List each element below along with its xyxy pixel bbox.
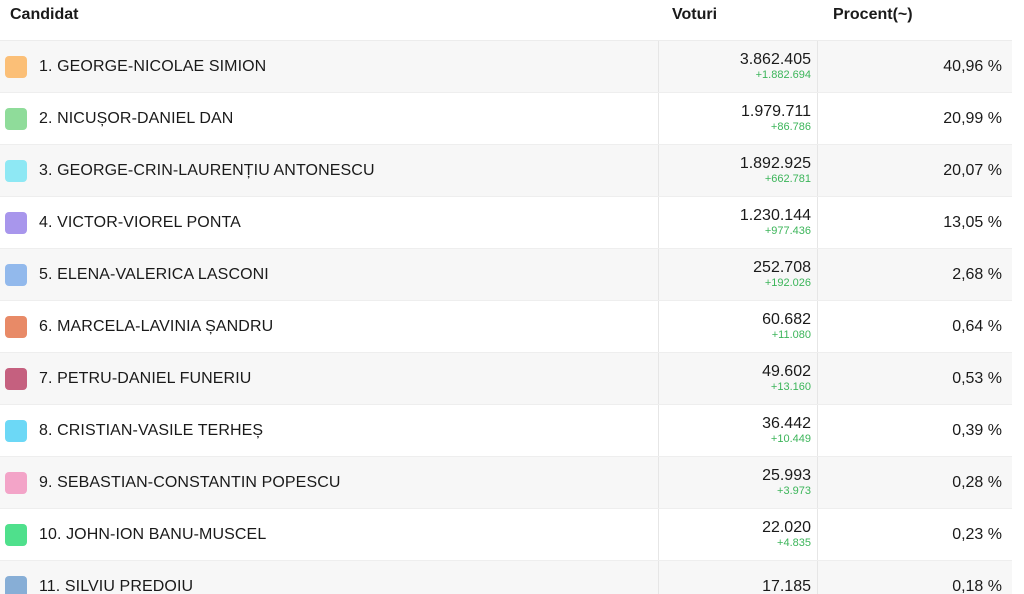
- percent-cell: 2,68 %: [952, 265, 1002, 283]
- percent-cell: 0,23 %: [952, 525, 1002, 543]
- votes-count: 25.993: [762, 467, 811, 484]
- percent-cell: 0,64 %: [952, 317, 1002, 335]
- candidate-cell: 5. ELENA-VALERICA LASCONI: [0, 249, 658, 300]
- votes-delta: +11.080: [771, 329, 811, 341]
- candidate-color-swatch: [5, 55, 27, 78]
- percent-cell: 0,18 %: [952, 577, 1002, 594]
- votes-cell: 22.020 +4.835: [658, 509, 818, 560]
- votes-count: 17.185: [762, 577, 811, 594]
- candidate-name: 8. CRISTIAN-VASILE TERHEȘ: [39, 421, 264, 439]
- candidate-cell: 2. NICUȘOR-DANIEL DAN: [0, 93, 658, 144]
- candidate-name: 3. GEORGE-CRIN-LAURENȚIU ANTONESCU: [39, 161, 375, 179]
- votes-delta: +977.436: [764, 225, 811, 237]
- candidate-color-swatch: [5, 159, 27, 182]
- candidate-name: 11. SILVIU PREDOIU: [39, 577, 194, 594]
- votes-delta: +4.835: [777, 537, 811, 549]
- candidate-color-swatch: [5, 367, 27, 390]
- table-row[interactable]: 9. SEBASTIAN-CONSTANTIN POPESCU 25.993 +3.…: [0, 457, 1012, 509]
- table-row[interactable]: 11. SILVIU PREDOIU 17.185 0,18 %: [0, 561, 1012, 594]
- candidate-cell: 9. SEBASTIAN-CONSTANTIN POPESCU: [0, 457, 658, 508]
- votes-cell: 252.708 +192.026: [658, 249, 818, 300]
- candidate-cell: 4. VICTOR-VIOREL PONTA: [0, 197, 658, 248]
- votes-delta: +192.026: [764, 277, 811, 289]
- candidate-color-swatch: [5, 419, 27, 442]
- candidate-cell: 10. JOHN-ION BANU-MUSCEL: [0, 509, 658, 560]
- votes-count: 49.602: [762, 363, 811, 380]
- header-votes[interactable]: Voturi: [672, 6, 718, 23]
- votes-count: 36.442: [762, 415, 811, 432]
- candidate-color-swatch: [5, 107, 27, 130]
- votes-cell: 36.442 +10.449: [658, 405, 818, 456]
- candidate-color-swatch: [5, 575, 27, 594]
- candidate-color-swatch: [5, 315, 27, 338]
- header-candidate[interactable]: Candidat: [10, 6, 79, 23]
- votes-cell: 1.979.711 +86.786: [658, 93, 818, 144]
- votes-cell: 49.602 +13.160: [658, 353, 818, 404]
- candidate-name: 4. VICTOR-VIOREL PONTA: [39, 213, 241, 231]
- candidate-cell: 3. GEORGE-CRIN-LAURENȚIU ANTONESCU: [0, 145, 658, 196]
- votes-delta: +13.160: [770, 381, 811, 393]
- percent-cell: 13,05 %: [943, 213, 1002, 231]
- votes-count: 22.020: [762, 519, 811, 536]
- votes-cell: 3.862.405 +1.882.694: [658, 41, 818, 92]
- votes-count: 1.230.144: [739, 207, 811, 224]
- candidate-cell: 11. SILVIU PREDOIU: [0, 561, 658, 594]
- candidate-name: 6. MARCELA-LAVINIA ȘANDRU: [39, 317, 274, 335]
- votes-count: 252.708: [753, 259, 811, 276]
- votes-delta: +86.786: [770, 121, 811, 133]
- votes-count: 60.682: [762, 311, 811, 328]
- table-header: Candidat Voturi Procent(~): [0, 0, 1012, 41]
- table-row[interactable]: 1. GEORGE-NICOLAE SIMION 3.862.405 +1.882.…: [0, 41, 1012, 93]
- percent-cell: 40,96 %: [943, 57, 1002, 75]
- votes-delta: +3.973: [777, 485, 811, 497]
- candidate-color-swatch: [5, 471, 27, 494]
- candidate-cell: 7. PETRU-DANIEL FUNERIU: [0, 353, 658, 404]
- candidate-name: 5. ELENA-VALERICA LASCONI: [39, 265, 269, 283]
- candidate-name: 7. PETRU-DANIEL FUNERIU: [39, 369, 252, 387]
- votes-cell: 25.993 +3.973: [658, 457, 818, 508]
- table-row[interactable]: 3. GEORGE-CRIN-LAURENȚIU ANTONESCU 1.892.…: [0, 145, 1012, 197]
- candidate-name: 10. JOHN-ION BANU-MUSCEL: [39, 525, 267, 543]
- table-body: 1. GEORGE-NICOLAE SIMION 3.862.405 +1.882.…: [0, 41, 1012, 594]
- votes-cell: 1.230.144 +977.436: [658, 197, 818, 248]
- votes-cell: 60.682 +11.080: [658, 301, 818, 352]
- table-row[interactable]: 8. CRISTIAN-VASILE TERHEȘ 36.442 +10.449 0,…: [0, 405, 1012, 457]
- table-row[interactable]: 2. NICUȘOR-DANIEL DAN 1.979.711 +86.786 20,…: [0, 93, 1012, 145]
- table-row[interactable]: 4. VICTOR-VIOREL PONTA 1.230.144 +977.436 1…: [0, 197, 1012, 249]
- table-row[interactable]: 10. JOHN-ION BANU-MUSCEL 22.020 +4.835 0,23…: [0, 509, 1012, 561]
- percent-cell: 0,53 %: [952, 369, 1002, 387]
- candidate-cell: 1. GEORGE-NICOLAE SIMION: [0, 41, 658, 92]
- percent-cell: 0,28 %: [952, 473, 1002, 491]
- header-percent[interactable]: Procent(~): [833, 6, 913, 23]
- percent-cell: 20,07 %: [943, 161, 1002, 179]
- percent-cell: 20,99 %: [943, 109, 1002, 127]
- table-row[interactable]: 7. PETRU-DANIEL FUNERIU 49.602 +13.160 0,53…: [0, 353, 1012, 405]
- table-row[interactable]: 5. ELENA-VALERICA LASCONI 252.708 +192.026…: [0, 249, 1012, 301]
- votes-count: 1.892.925: [739, 155, 811, 172]
- candidate-color-swatch: [5, 263, 27, 286]
- candidate-name: 9. SEBASTIAN-CONSTANTIN POPESCU: [39, 473, 341, 491]
- votes-delta: +10.449: [770, 433, 811, 445]
- candidate-name: 2. NICUȘOR-DANIEL DAN: [39, 109, 234, 127]
- votes-count: 1.979.711: [741, 103, 811, 120]
- candidate-cell: 8. CRISTIAN-VASILE TERHEȘ: [0, 405, 658, 456]
- table-row[interactable]: 6. MARCELA-LAVINIA ȘANDRU 60.682 +11.080 0,…: [0, 301, 1012, 353]
- votes-delta: +1.882.694: [755, 69, 811, 81]
- votes-cell: 1.892.925 +662.781: [658, 145, 818, 196]
- candidate-color-swatch: [5, 523, 27, 546]
- candidate-cell: 6. MARCELA-LAVINIA ȘANDRU: [0, 301, 658, 352]
- votes-delta: +662.781: [764, 173, 811, 185]
- candidate-name: 1. GEORGE-NICOLAE SIMION: [39, 57, 267, 75]
- votes-cell: 17.185: [658, 561, 818, 594]
- percent-cell: 0,39 %: [952, 421, 1002, 439]
- votes-count: 3.862.405: [739, 51, 811, 68]
- candidate-color-swatch: [5, 211, 27, 234]
